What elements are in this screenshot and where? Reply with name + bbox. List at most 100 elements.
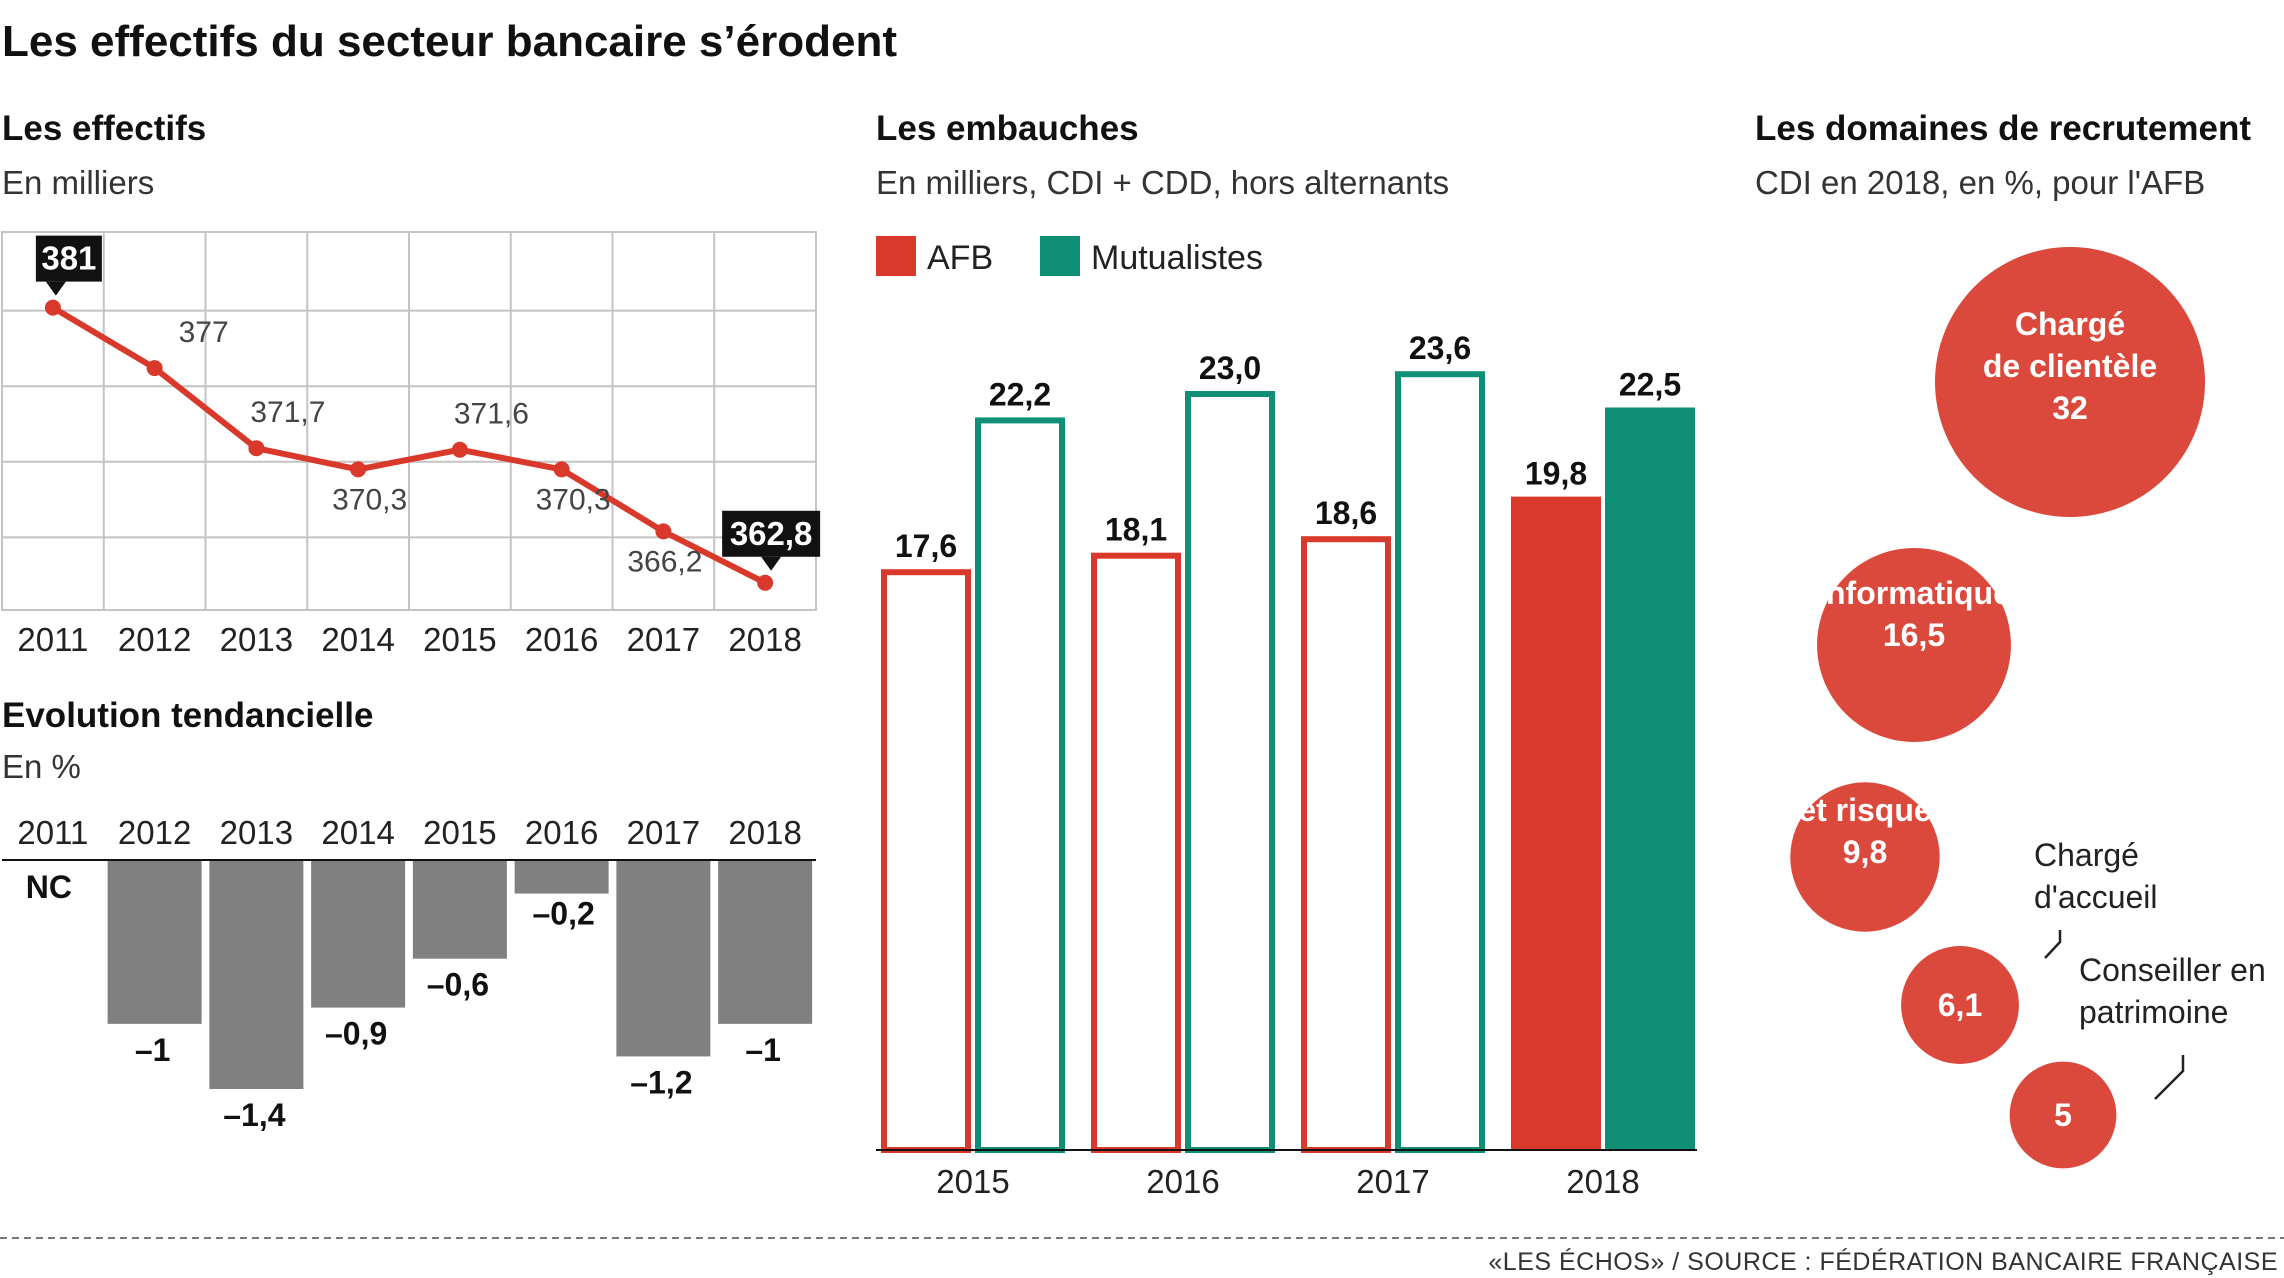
embauches-bar-label: 18,6 [1315,495,1377,531]
effectifs-badge [722,510,821,557]
domaine-bubble-label: Informatique [1817,575,2011,611]
embauches-x-tick: 2018 [1566,1163,1639,1200]
evolution-bar [107,861,202,1024]
domaine-callout-label: d'accueil [2034,879,2158,915]
effectifs-point-label: 371,7 [250,396,325,429]
embauches-x-ticks: 2015 2016 2017 2018 [936,1163,1639,1200]
domaine-bubble-value: 6,1 [1938,987,1982,1023]
domaine-bubble [1817,548,2011,742]
domaine-bubble-label: 9,8 [1843,834,1887,870]
evolution-bar-label: NC [26,869,72,905]
effectifs-point-label: 370,3 [332,483,407,516]
effectifs-point [655,523,672,540]
evolution-subtitle: En % [2,748,81,785]
evolution-x-ticks: 2011 2012 2013 2014 2015 2016 2017 2018 [17,814,801,851]
effectifs-badge-pointer [45,281,66,296]
embauches-bar [975,417,1065,1153]
effectifs-x-tick: 2016 [525,621,598,658]
evolution-x-tick: 2018 [728,814,801,851]
embauches-legend-swatch [1040,236,1080,276]
effectifs-x-tick: 2017 [627,621,700,658]
evolution-bar [514,861,609,894]
evolution-bar-label: –1,2 [630,1064,692,1100]
evolution-bar-label: –0,9 [325,1016,387,1052]
embauches-bar-label: 23,0 [1199,350,1261,386]
embauches-bar [881,569,971,1153]
evolution-x-tick: 2011 [17,814,88,851]
evolution-panel: Evolution tendancielle En % 2011 2012 2013… [2,696,816,1133]
evolution-bar-label: –1,4 [223,1097,285,1133]
effectifs-point [248,440,265,457]
evolution-bar [616,861,711,1057]
embauches-bar [1091,552,1181,1153]
embauches-x-tick: 2016 [1146,1163,1219,1200]
evolution-bar [209,861,304,1089]
domaine-bubble-label: et risque [1798,792,1931,828]
embauches-bar-label: 18,1 [1105,512,1167,548]
source-credit: «LES ÉCHOS» / SOURCE : FÉDÉRATION BANCAI… [1488,1247,2278,1276]
evolution-bar-label: –1 [135,1032,171,1068]
effectifs-point [350,461,367,478]
embauches-panel: Les embauches En milliers, CDI + CDD, ho… [876,109,1697,1200]
domaine-bubble-label: 32 [2052,390,2088,426]
domaine-bubble [1935,247,2205,517]
effectifs-point-label: 371,6 [454,398,529,431]
effectifs-point-label: 377 [179,316,229,349]
embauches-bars: 17,6 22,2 18,1 23,0 18,6 23,6 19,8 22,5 [876,330,1697,1153]
evolution-x-tick: 2013 [220,814,293,851]
effectifs-x-tick: 2015 [423,621,496,658]
domaine-bubble [1901,946,2019,1064]
evolution-x-tick: 2016 [525,814,598,851]
evolution-x-tick: 2014 [321,814,394,851]
domaine-callout-leader [2044,930,2062,959]
effectifs-point [553,461,570,478]
embauches-bar [1301,536,1391,1153]
domaines-bubbles: Chargé de clientèle 32 Informatique 16,5 Cont… [1790,247,2266,1169]
evolution-title: Evolution tendancielle [2,696,373,735]
effectifs-point-label: 366,2 [627,545,702,578]
evolution-bar-label: –0,2 [532,896,594,932]
evolution-bar [311,861,406,1008]
embauches-bar-label: 23,6 [1409,330,1471,366]
effectifs-point [146,360,163,377]
evolution-bar [412,861,507,959]
effectifs-badge-pointer [761,556,782,571]
embauches-x-tick: 2017 [1356,1163,1429,1200]
embauches-bar [1395,371,1485,1153]
embauches-x-tick: 2015 [936,1163,1009,1200]
effectifs-badge-label: 381 [41,240,96,277]
embauches-bar [1185,391,1275,1153]
embauches-bar [1605,407,1695,1150]
effectifs-x-tick: 2011 [17,621,88,658]
main-title: Les effectifs du secteur bancaire s’érod… [2,17,897,66]
domaine-bubble-label: Contrôle [1799,750,1931,786]
effectifs-x-tick: 2018 [728,621,801,658]
embauches-subtitle: En milliers, CDI + CDD, hors alternants [876,164,1449,201]
embauches-bar-label: 22,2 [989,376,1051,412]
effectifs-panel: Les effectifs En milliers 381 377 371,7 370… [1,109,821,658]
effectifs-badge [35,235,102,282]
domaine-callout-leader [2154,1055,2185,1100]
effectifs-subtitle: En milliers [2,164,154,201]
domaine-bubble-label: Chargé [2015,306,2125,342]
embauches-title: Les embauches [876,109,1139,148]
embauches-bar [1511,496,1601,1151]
evolution-x-tick: 2017 [627,814,700,851]
domaine-bubble [1790,782,1940,932]
domaine-callout-label: Chargé [2034,837,2139,873]
effectifs-line [51,305,767,586]
domaine-callout-label: Conseiller en [2079,952,2266,988]
embauches-legend-swatch [876,236,916,276]
evolution-bar-label: –1 [745,1032,781,1068]
domaine-bubble [2009,1061,2117,1169]
effectifs-point-label: 370,3 [536,483,611,516]
evolution-x-tick: 2015 [423,814,496,851]
domaines-panel: Les domaines de recrutement CDI en 2018,… [1755,109,2266,1169]
effectifs-x-ticks: 2011 2012 2013 2014 2015 2016 2017 2018 [17,621,801,658]
domaine-bubble-value: 5 [2054,1097,2072,1133]
effectifs-x-tick: 2013 [220,621,293,658]
domaines-subtitle: CDI en 2018, en %, pour l'AFB [1755,164,2205,201]
embauches-bar-label: 17,6 [895,528,957,564]
